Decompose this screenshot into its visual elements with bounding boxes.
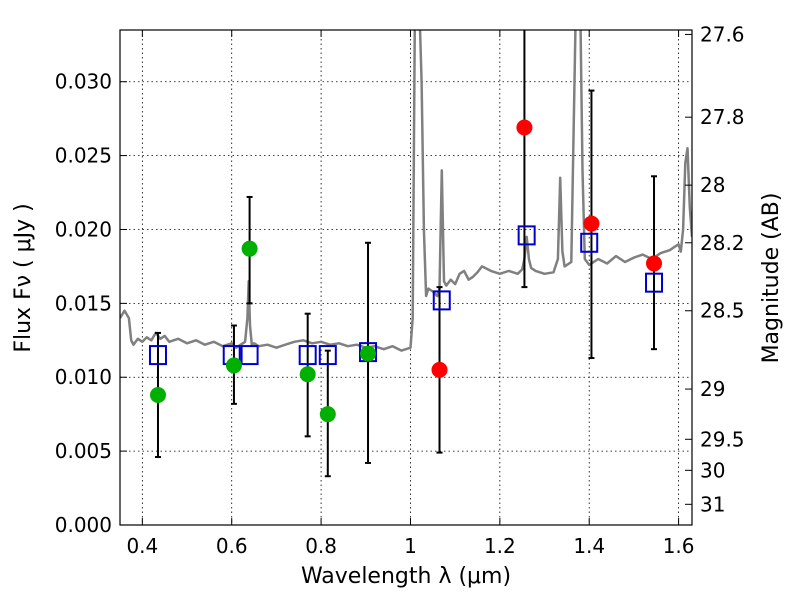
model-square xyxy=(318,345,337,366)
y-tick-label: 0.005 xyxy=(55,439,112,463)
x-tick-label: 1.2 xyxy=(484,534,516,558)
model-square xyxy=(432,290,451,311)
green-data-point xyxy=(299,366,316,383)
plot-frame xyxy=(119,29,693,526)
red-data-point xyxy=(646,255,663,272)
mag-tick-label: 28.2 xyxy=(700,231,745,255)
x-tick-label: 0.4 xyxy=(126,534,158,558)
x-tick-label: 0.8 xyxy=(305,534,337,558)
x-axis-label: Wavelength λ (μm) xyxy=(301,564,511,589)
model-square xyxy=(298,345,317,366)
mag-tick-label: 29.5 xyxy=(700,427,745,451)
green-data-point xyxy=(225,357,242,374)
mag-tick-label: 28.5 xyxy=(700,299,745,323)
model-square xyxy=(240,345,259,366)
mag-tick-label: 31 xyxy=(700,492,725,516)
model-square xyxy=(148,345,167,366)
mag-tick-label: 27.8 xyxy=(700,105,745,129)
mag-tick-label: 30 xyxy=(700,458,725,482)
green-data-point xyxy=(319,406,336,423)
plot-area xyxy=(120,30,692,478)
y-tick-label: 0.030 xyxy=(55,70,112,94)
y-axis-left: 0.000 0.005 0.010 0.015 0.020 0.025 0.030 xyxy=(55,70,127,537)
y-tick-label: 0.025 xyxy=(55,144,112,168)
grid xyxy=(120,30,692,526)
y-axis-right: 27.6 27.8 28 28.2 28.5 29 29.5 30 31 xyxy=(685,22,745,516)
y-tick-label: 0.020 xyxy=(55,217,112,241)
red-data-point xyxy=(583,215,600,232)
green-data-point xyxy=(241,240,258,257)
model-square xyxy=(517,225,536,246)
x-tick-label: 1.4 xyxy=(573,534,605,558)
x-tick-label: 1 xyxy=(404,534,417,558)
y-axis-label: Flux Fν ( μJy ) xyxy=(11,203,36,352)
mag-tick-label: 29 xyxy=(700,377,725,401)
green-data-point xyxy=(149,386,166,403)
y-tick-label: 0.010 xyxy=(55,365,112,389)
x-tick-label: 1.6 xyxy=(663,534,695,558)
y-tick-label: 0.015 xyxy=(55,291,112,315)
mag-tick-label: 27.6 xyxy=(700,22,745,46)
red-data-point xyxy=(516,119,533,136)
mag-tick-label: 28 xyxy=(700,173,725,197)
green-data-point xyxy=(360,345,377,362)
model-square xyxy=(645,272,664,293)
model-square xyxy=(580,232,599,253)
y-axis-right-label: Magnitude (AB) xyxy=(759,193,784,364)
x-tick-label: 0.6 xyxy=(216,534,248,558)
red-data-point xyxy=(431,361,448,378)
spectrum-line xyxy=(120,30,692,352)
x-axis: 0.4 0.6 0.8 1 1.2 1.4 1.6 xyxy=(126,30,695,558)
y-tick-label: 0.000 xyxy=(55,513,112,537)
